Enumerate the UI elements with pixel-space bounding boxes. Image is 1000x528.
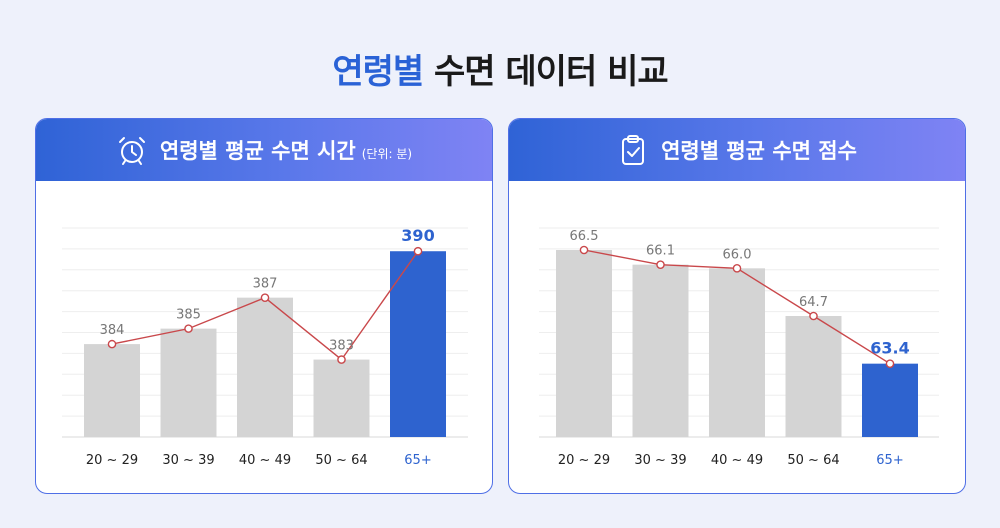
data-label: 385 xyxy=(176,308,201,323)
trend-point xyxy=(885,359,895,368)
sleep-time-chart: 384 385 387 383 390 20 ~ 29 30 ~ 39 40 ~ 49 50 ~… xyxy=(62,226,468,468)
x-tick-label: 20 ~ 29 xyxy=(86,453,138,468)
trend-point xyxy=(732,264,742,273)
bar xyxy=(709,268,765,437)
page-title-accent: 연령별 xyxy=(332,52,424,92)
sleep-score-chart: 66.5 66.1 66.0 64.7 63.4 20 ~ 29 30 ~ 39 40 ~ 4… xyxy=(539,227,939,468)
x-tick-label: 40 ~ 49 xyxy=(239,453,291,468)
bar-highlight xyxy=(390,251,446,437)
x-tick-label: 50 ~ 64 xyxy=(315,453,367,468)
sleep-score-panel: 연령별 평균 수면 점수 66.5 66.1 66.0 64.7 63.4 20 ~ 29… xyxy=(508,118,966,494)
data-label: 66.5 xyxy=(570,229,599,244)
x-tick-label: 65+ xyxy=(876,453,903,468)
x-tick-label: 65+ xyxy=(404,453,431,468)
bar xyxy=(84,344,140,437)
bar xyxy=(556,250,612,437)
data-label: 66.1 xyxy=(646,244,675,259)
data-label-highlight: 63.4 xyxy=(870,339,909,358)
data-label: 64.7 xyxy=(799,295,828,310)
alarm-clock-icon xyxy=(116,134,148,166)
bar xyxy=(237,297,293,437)
data-label: 384 xyxy=(100,323,125,338)
bar xyxy=(313,359,370,437)
page-title-rest: 수면 데이터 비교 xyxy=(423,52,669,92)
sleep-score-panel-header: 연령별 평균 수면 점수 xyxy=(509,119,965,181)
trend-point xyxy=(413,246,423,256)
data-label: 383 xyxy=(329,339,354,354)
data-label-highlight: 390 xyxy=(401,226,434,245)
trend-point xyxy=(260,293,270,302)
trend-point xyxy=(337,355,346,364)
data-label: 387 xyxy=(253,277,278,292)
sleep-time-panel-title: 연령별 평균 수면 시간 xyxy=(159,139,356,163)
trend-point xyxy=(184,324,193,333)
sleep-score-panel-title: 연령별 평균 수면 점수 xyxy=(661,139,857,163)
bar xyxy=(160,328,217,437)
sleep-time-unit: (단위: 분) xyxy=(361,146,413,161)
sleep-time-panel-header: 연령별 평균 수면 시간 (단위: 분) xyxy=(36,119,492,181)
x-tick-label: 30 ~ 39 xyxy=(162,453,214,468)
bar xyxy=(785,316,842,437)
trend-point xyxy=(656,260,665,269)
bar-highlight xyxy=(862,363,918,437)
trend-point xyxy=(107,339,117,349)
x-tick-label: 30 ~ 39 xyxy=(634,453,686,468)
x-tick-label: 20 ~ 29 xyxy=(558,453,610,468)
x-tick-label: 40 ~ 49 xyxy=(711,453,763,468)
x-tick-label: 50 ~ 64 xyxy=(787,453,839,468)
trend-point xyxy=(809,311,818,321)
page-title: 연령별 수면 데이터 비교 xyxy=(0,44,1000,93)
clipboard-check-icon xyxy=(617,134,649,166)
data-label: 66.0 xyxy=(723,247,752,262)
bar xyxy=(632,264,689,437)
trend-point xyxy=(579,245,589,255)
sleep-time-panel: 연령별 평균 수면 시간 (단위: 분) 384 385 387 383 390 20 ~… xyxy=(35,118,493,494)
